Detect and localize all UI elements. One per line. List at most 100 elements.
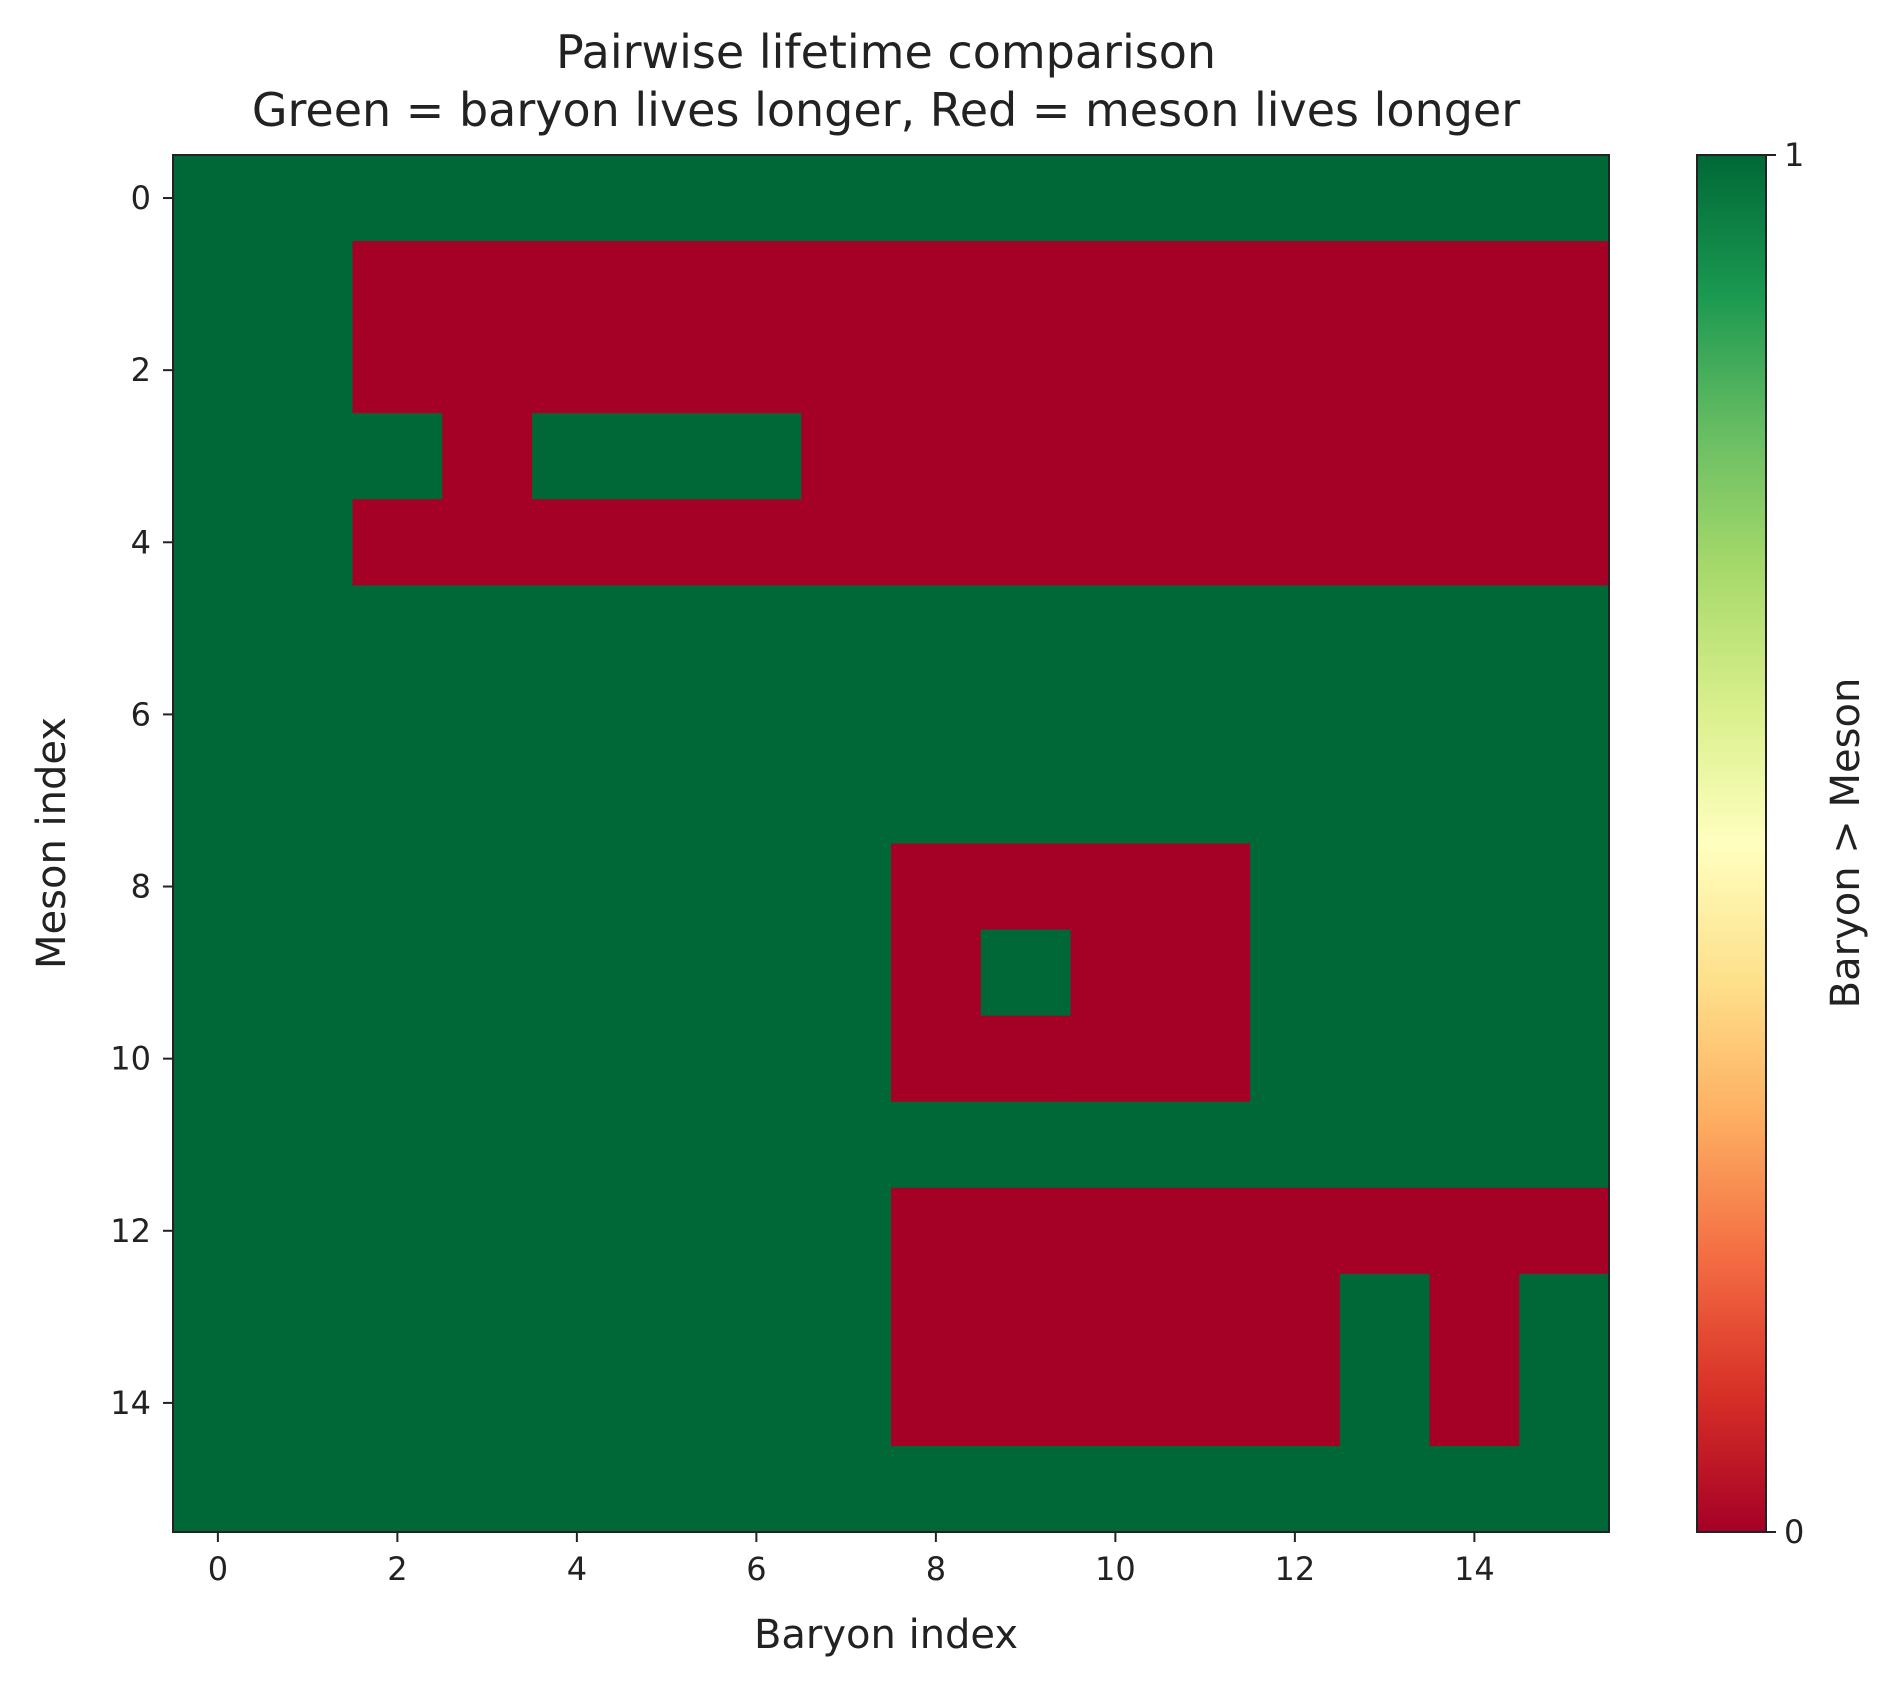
heatmap-cell [532, 1445, 623, 1533]
heatmap-cell [1070, 585, 1161, 672]
heatmap-cell [711, 1359, 802, 1447]
heatmap-cell [711, 843, 802, 931]
heatmap-cell [1250, 499, 1341, 586]
heatmap-cell [891, 1359, 982, 1447]
x-tick-label: 8 [926, 1550, 946, 1588]
heatmap-cell [1339, 1273, 1431, 1361]
heatmap-cell [1070, 241, 1161, 328]
heatmap-cell [1429, 1187, 1520, 1275]
y-axis-label: Meson index [29, 717, 75, 969]
x-tick-label: 10 [1095, 1550, 1136, 1588]
heatmap-cell [621, 1187, 713, 1275]
heatmap-cell [1250, 1187, 1341, 1275]
heatmap-cell [173, 499, 264, 586]
heatmap-cell [621, 327, 713, 414]
y-tick-label: 14 [110, 1384, 151, 1422]
heatmap-cell [262, 843, 354, 931]
heatmap-cell [801, 585, 892, 672]
heatmap-cell [621, 413, 713, 500]
heatmap-cell [801, 241, 892, 328]
heatmap-cell [532, 1187, 623, 1275]
y-tick-label: 2 [131, 351, 151, 389]
heatmap-cell [1250, 327, 1341, 414]
heatmap-cell [532, 155, 623, 242]
heatmap-cell [1519, 155, 1610, 242]
heatmap-cell [711, 155, 802, 242]
colorbar-ticks: 01 [1766, 136, 1804, 1551]
heatmap-cell [442, 241, 533, 328]
heatmap-cell [532, 843, 623, 931]
heatmap-cell [711, 1445, 802, 1533]
y-tick-label: 8 [131, 868, 151, 906]
heatmap-cell [1519, 1015, 1610, 1103]
heatmap-cell [801, 1273, 892, 1361]
heatmap-cell [621, 843, 713, 931]
heatmap-cell [621, 499, 713, 586]
heatmap-cell [442, 1273, 533, 1361]
heatmap-cell [352, 843, 443, 931]
x-axis-ticks: 0 2 4 6 8 10 12 14 [208, 1532, 1495, 1588]
heatmap-cell [1519, 499, 1610, 586]
heatmap-cell [442, 1101, 533, 1189]
heatmap-cell [1429, 1015, 1520, 1103]
heatmap-cell [1339, 327, 1431, 414]
heatmap-cell [621, 155, 713, 242]
heatmap-cell [1070, 327, 1161, 414]
heatmap-cell [1339, 585, 1431, 672]
colorbar-tick-label: 0 [1784, 1513, 1804, 1551]
heatmap-cell [891, 155, 982, 242]
heatmap-cell [442, 1015, 533, 1103]
heatmap-cell [621, 757, 713, 845]
heatmap-cell [1339, 1015, 1431, 1103]
heatmap-cell [1339, 843, 1431, 931]
heatmap-cell [1339, 1359, 1431, 1447]
heatmap-cell [262, 327, 354, 414]
heatmap-cell [801, 1359, 892, 1447]
heatmap-cell [1160, 155, 1251, 242]
plot-frame [172, 154, 1610, 1533]
heatmap-cell [1250, 413, 1341, 500]
heatmap-cell [1429, 929, 1520, 1017]
heatmap-cell [532, 1273, 623, 1361]
heatmap-cell [1429, 671, 1520, 759]
heatmap-cell [1250, 1101, 1341, 1189]
heatmap-cell [442, 155, 533, 242]
heatmap-cell [173, 757, 264, 845]
heatmap-cell [442, 1187, 533, 1275]
heatmap-cell [711, 585, 802, 672]
heatmap-cell [352, 241, 443, 328]
heatmap-cell [173, 585, 264, 672]
heatmap-cell [1250, 757, 1341, 845]
y-tick-label: 6 [131, 695, 151, 733]
heatmap-cell [1519, 1273, 1610, 1361]
heatmap-cell [1160, 1445, 1251, 1533]
heatmap-cell [262, 585, 354, 672]
heatmap-cell [442, 1359, 533, 1447]
heatmap-cell [1160, 671, 1251, 759]
heatmap-cell [262, 1015, 354, 1103]
heatmap-cell [891, 1015, 982, 1103]
heatmap-cell [801, 671, 892, 759]
heatmap-cell [262, 155, 354, 242]
heatmap-cell [532, 671, 623, 759]
colorbar-tick-label: 1 [1784, 136, 1804, 174]
heatmap-cell [173, 1359, 264, 1447]
heatmap-cell [532, 1015, 623, 1103]
heatmap-cell [352, 1187, 443, 1275]
heatmap-cell [621, 1015, 713, 1103]
heatmap-cell [621, 585, 713, 672]
heatmap-cell [1429, 1445, 1520, 1533]
heatmap-cell [980, 327, 1072, 414]
heatmap-cell [980, 1273, 1072, 1361]
heatmap-cell [1519, 1445, 1610, 1533]
heatmap-cell [1160, 499, 1251, 586]
heatmap-cell [173, 843, 264, 931]
heatmap-cell [621, 1445, 713, 1533]
heatmap-cell [1429, 585, 1520, 672]
heatmap-cell [1070, 1015, 1161, 1103]
heatmap-cell [262, 1101, 354, 1189]
heatmap-cell [442, 327, 533, 414]
heatmap-cell [1160, 929, 1251, 1017]
heatmap-cell [352, 1273, 443, 1361]
